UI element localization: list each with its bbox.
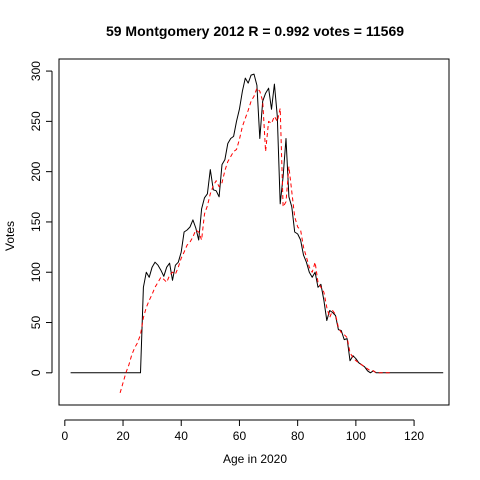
y-tick-label: 0	[29, 369, 43, 376]
y-axis-label: Votes	[3, 221, 17, 251]
x-tick-label: 80	[291, 429, 305, 443]
y-tick-label: 200	[29, 161, 43, 181]
y-tick-label: 100	[29, 262, 43, 282]
x-tick-label: 40	[175, 429, 189, 443]
y-tick-label: 50	[29, 316, 43, 330]
y-tick-label: 150	[29, 212, 43, 232]
x-tick-label: 60	[233, 429, 247, 443]
chart-title: 59 Montgomery 2012 R = 0.992 votes = 115…	[106, 23, 404, 39]
x-tick-label: 20	[116, 429, 130, 443]
x-tick-label: 0	[61, 429, 68, 443]
x-axis-label: Age in 2020	[223, 452, 287, 466]
y-tick-label: 250	[29, 111, 43, 131]
x-tick-label: 100	[346, 429, 366, 443]
y-tick-label: 300	[29, 61, 43, 81]
x-tick-label: 120	[404, 429, 424, 443]
